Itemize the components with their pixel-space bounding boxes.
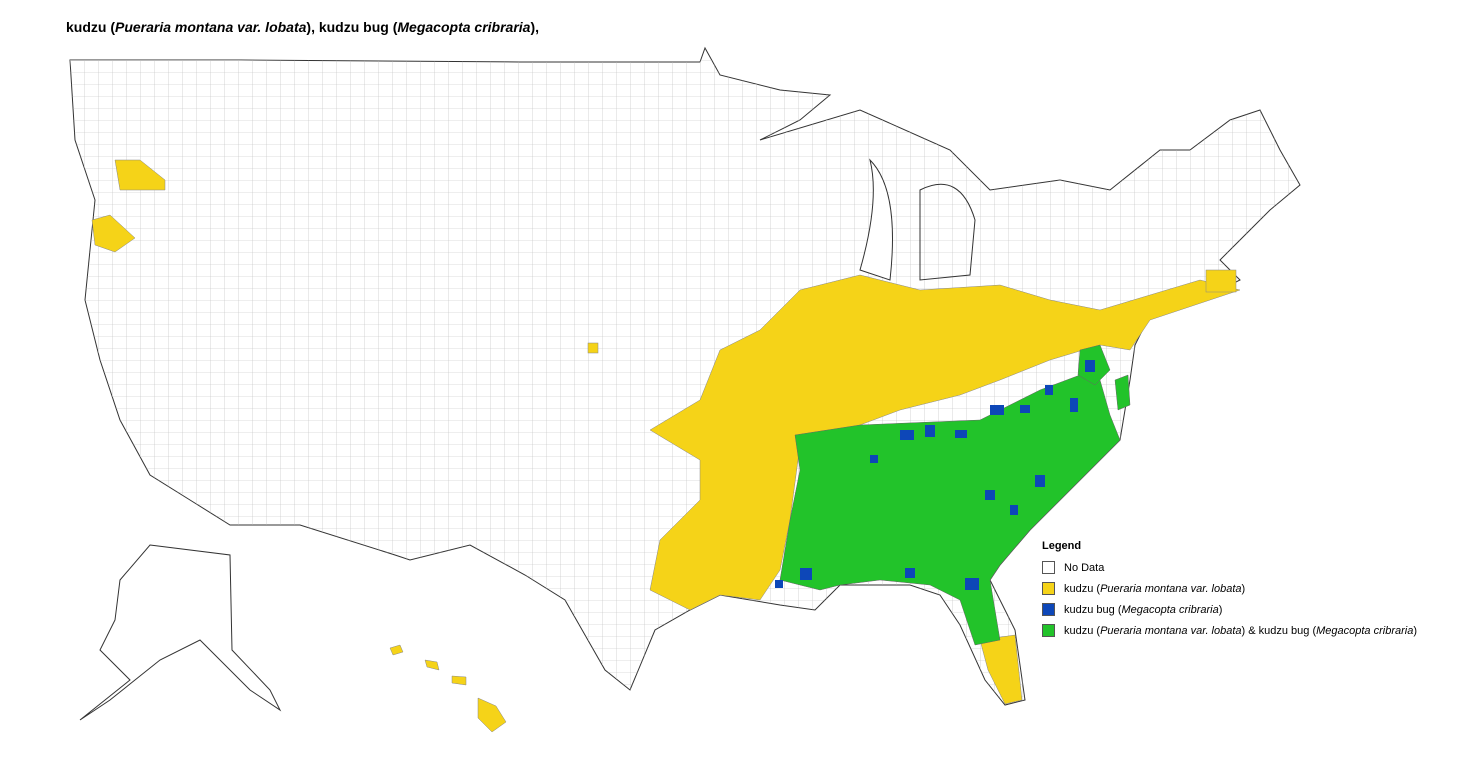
text-part: kudzu (	[66, 19, 115, 35]
text-part: )	[1413, 624, 1418, 637]
text-part: kudzu bug (	[1064, 603, 1122, 616]
legend-item: kudzu (Pueraria montana var. lobata)	[1042, 578, 1417, 599]
text-part: kudzu (	[1064, 582, 1101, 595]
text-part: Megacopta cribraria	[397, 19, 531, 35]
legend-label: kudzu (Pueraria montana var. lobata)	[1064, 583, 1245, 595]
legend-item: kudzu (Pueraria montana var. lobata) & k…	[1042, 620, 1417, 641]
text-part: Pueraria montana var. lobata	[1100, 624, 1242, 637]
text-part: ),	[530, 19, 540, 35]
kudzu-area	[91, 159, 1241, 733]
legend-swatch	[1042, 603, 1055, 616]
legend-label: kudzu (Pueraria montana var. lobata) & k…	[1064, 625, 1417, 637]
legend-label: kudzu bug (Megacopta cribraria)	[1064, 604, 1222, 616]
legend: Legend No Data kudzu (Pueraria montana va…	[1042, 540, 1417, 641]
text-part: )	[1218, 603, 1223, 616]
legend-swatch	[1042, 561, 1055, 574]
legend-item: kudzu bug (Megacopta cribraria)	[1042, 599, 1417, 620]
kudzu-bug-area	[775, 360, 1095, 590]
text-part: ), kudzu bug (	[306, 19, 398, 35]
text-part: kudzu (	[1064, 624, 1101, 637]
legend-item: No Data	[1042, 557, 1417, 578]
alaska	[79, 544, 282, 721]
text-part: ) & kudzu bug (	[1241, 624, 1317, 637]
legend-swatch	[1042, 624, 1055, 637]
legend-swatch	[1042, 582, 1055, 595]
text-part: Megacopta cribraria	[1316, 624, 1414, 637]
text-part: Megacopta cribraria	[1121, 603, 1219, 616]
text-part: Pueraria montana var. lobata	[115, 19, 307, 35]
legend-label: No Data	[1064, 562, 1104, 574]
text-part: )	[1241, 582, 1246, 595]
map-title: kudzu (Pueraria montana var. lobata), ku…	[66, 19, 539, 35]
legend-heading: Legend	[1042, 540, 1082, 552]
text-part: Pueraria montana var. lobata	[1100, 582, 1242, 595]
text-part: No Data	[1064, 561, 1105, 574]
